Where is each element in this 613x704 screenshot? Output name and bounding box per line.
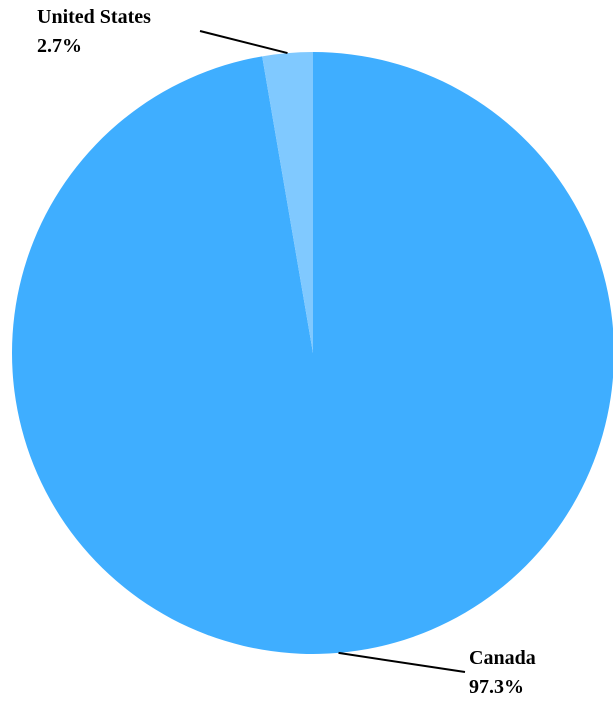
leader-lines	[199, 30, 466, 673]
leader-line-canada	[338, 651, 466, 673]
slice-label-canada-percent: 97.3%	[469, 676, 524, 698]
pie-slices	[12, 52, 613, 654]
slice-label-canada-name: Canada	[469, 647, 536, 669]
pie-slice-united-states	[262, 52, 313, 353]
slice-label-united-states-name: United States	[37, 6, 151, 28]
leader-line-united-states	[199, 30, 288, 55]
pie-slice-canada	[12, 52, 613, 654]
slice-label-united-states-percent: 2.7%	[37, 35, 82, 57]
slice-labels: Canada 97.3% United States 2.7%	[37, 6, 541, 698]
slice-label-canada: Canada 97.3%	[469, 647, 541, 698]
slice-label-united-states: United States 2.7%	[37, 6, 156, 57]
